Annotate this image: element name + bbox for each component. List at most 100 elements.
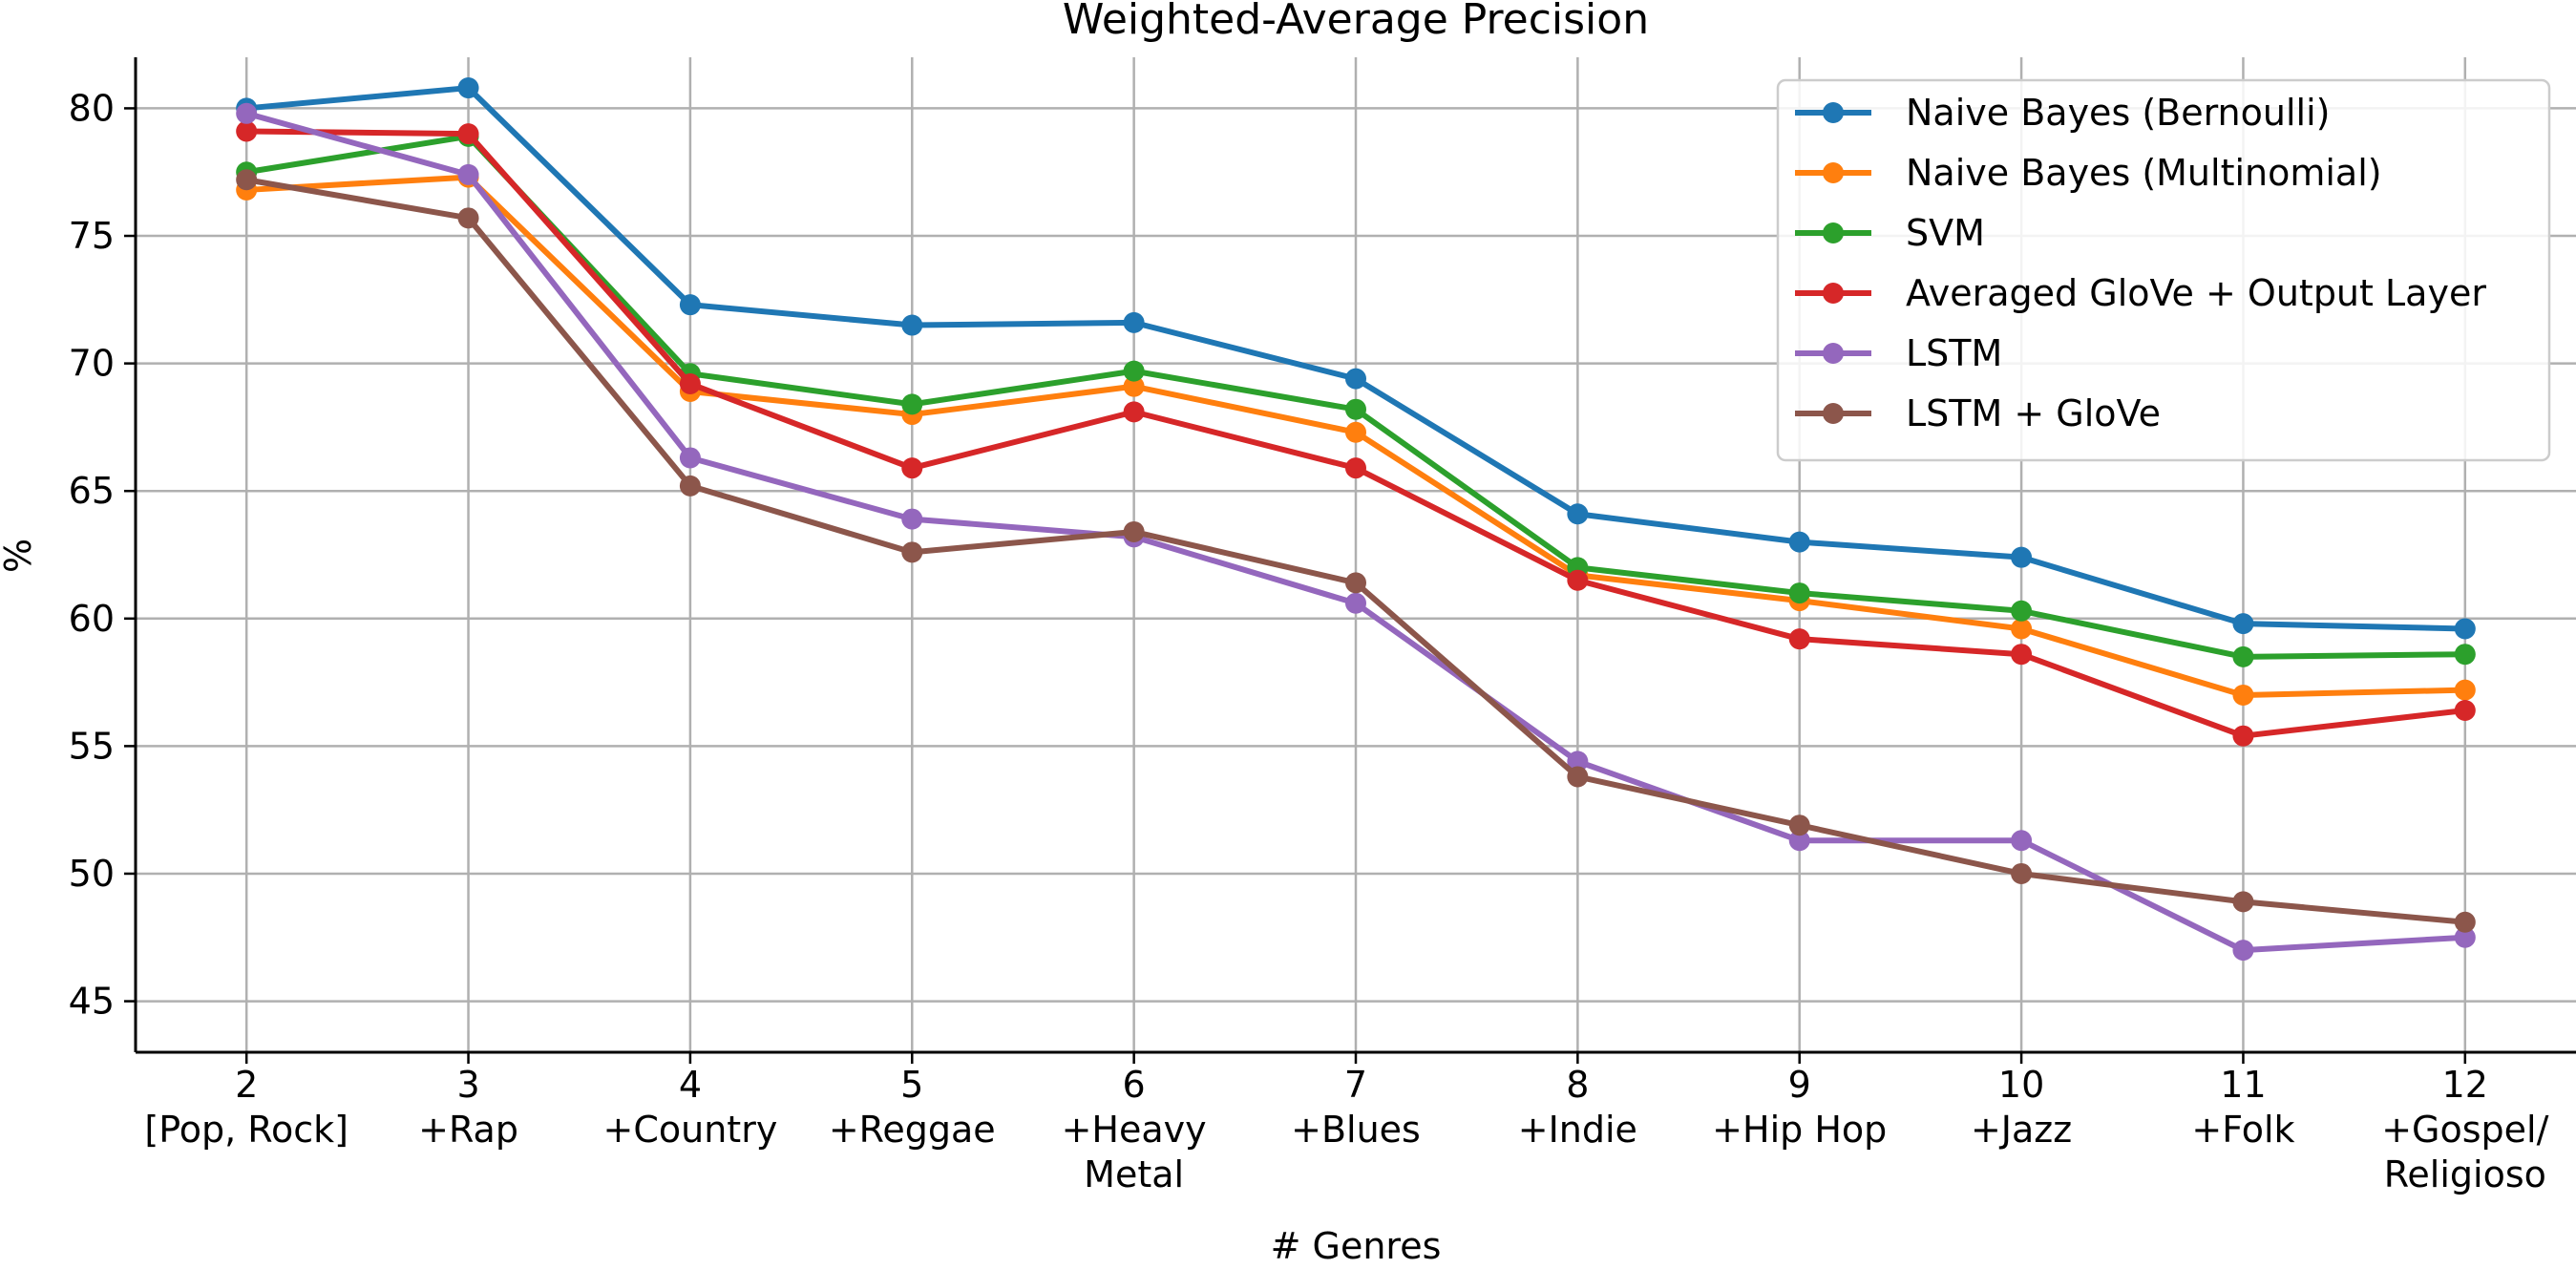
legend-item: Averaged GloVe + Output Layer	[1795, 272, 2486, 314]
data-point	[236, 120, 258, 142]
y-tick-label: 80	[69, 87, 115, 129]
data-point	[679, 475, 701, 497]
data-point	[901, 541, 923, 563]
data-point	[1345, 457, 1366, 479]
x-tick-label: 10 +Jazz	[1971, 1064, 2072, 1151]
data-point	[679, 372, 701, 394]
data-point	[1567, 766, 1589, 788]
data-point	[1123, 520, 1145, 542]
data-point	[1788, 830, 1810, 852]
data-point	[2454, 911, 2476, 933]
data-point	[457, 207, 479, 229]
data-point	[1123, 311, 1145, 333]
x-axis-ticks: 2 [Pop, Rock] 3 +Rap 4 +Country 5 +Reggae 6 +Heav…	[144, 1052, 2549, 1195]
data-point	[236, 169, 258, 191]
legend-label: Naive Bayes (Bernoulli)	[1906, 92, 2330, 134]
data-point	[457, 163, 479, 185]
data-point	[1788, 582, 1810, 604]
series-3	[236, 120, 2476, 747]
data-point	[1567, 503, 1589, 525]
series-group	[236, 77, 2476, 962]
data-point	[2454, 926, 2476, 948]
y-axis-ticks: 45 50 55 60 65 70 75 80	[69, 87, 136, 1023]
x-tick-label: 4 +Country	[603, 1064, 778, 1151]
data-point	[901, 457, 923, 479]
legend-label: SVM	[1906, 212, 1985, 254]
series-4	[236, 102, 2476, 962]
data-point	[2454, 618, 2476, 640]
data-point	[2011, 600, 2033, 622]
data-point	[1345, 572, 1366, 594]
legend-label: LSTM + GloVe	[1906, 392, 2161, 434]
data-point	[2232, 613, 2254, 635]
data-point	[1345, 421, 1366, 443]
chart-title: Weighted-Average Precision	[1063, 0, 1649, 44]
data-point	[1123, 360, 1145, 382]
y-tick-label: 65	[69, 470, 115, 512]
y-tick-label: 75	[69, 215, 115, 257]
legend-swatch-marker	[1823, 403, 1844, 424]
data-point	[901, 508, 923, 530]
data-point	[2011, 618, 2033, 640]
data-point	[2232, 645, 2254, 667]
data-point	[1788, 814, 1810, 836]
legend-item: LSTM + GloVe	[1795, 392, 2161, 434]
data-point	[2232, 725, 2254, 747]
legend-label: LSTM	[1906, 332, 2002, 374]
data-point	[679, 447, 701, 469]
data-point	[1567, 569, 1589, 591]
x-tick-label: 7 +Blues	[1291, 1064, 1421, 1151]
data-point	[1788, 628, 1810, 650]
data-point	[236, 102, 258, 124]
series-5	[236, 169, 2476, 933]
y-tick-label: 45	[69, 981, 115, 1023]
data-point	[2232, 891, 2254, 913]
x-tick-label: 2 [Pop, Rock]	[144, 1064, 348, 1151]
data-point	[2011, 546, 2033, 568]
legend-swatch-marker	[1823, 162, 1844, 183]
data-point	[901, 393, 923, 415]
y-tick-label: 50	[69, 853, 115, 895]
legend-swatch-marker	[1823, 283, 1844, 304]
legend-label: Averaged GloVe + Output Layer	[1906, 272, 2486, 314]
legend-box	[1776, 78, 2551, 462]
data-point	[457, 123, 479, 145]
data-point	[2011, 830, 2033, 852]
data-point	[2011, 862, 2033, 884]
data-point	[1345, 368, 1366, 390]
x-axis-label: # Genres	[1271, 1225, 1442, 1267]
x-tick-label: 12 +Gospel/Religioso	[2381, 1064, 2548, 1195]
legend-item: Naive Bayes (Bernoulli)	[1795, 92, 2330, 134]
data-point	[1123, 375, 1145, 397]
x-tick-label: 11 +Folk	[2191, 1064, 2294, 1151]
data-point	[1788, 531, 1810, 553]
x-tick-label: 3 +Rap	[418, 1064, 518, 1151]
y-axis-label: %	[0, 539, 39, 573]
y-tick-label: 70	[69, 343, 115, 385]
x-tick-label: 6 +Heavy Metal	[1062, 1064, 1207, 1195]
data-point	[2454, 699, 2476, 721]
legend-label: Naive Bayes (Multinomial)	[1906, 152, 2382, 194]
data-point	[1123, 401, 1145, 423]
x-tick-label: 8 +Indie	[1518, 1064, 1637, 1151]
data-point	[1567, 751, 1589, 772]
legend: Naive Bayes (Bernoulli) Naive Bayes (Mult…	[1776, 78, 2551, 462]
data-point	[2454, 644, 2476, 666]
legend-swatch-marker	[1823, 343, 1844, 364]
data-point	[457, 77, 479, 99]
data-point	[2232, 684, 2254, 706]
data-point	[2011, 644, 2033, 666]
legend-swatch-marker	[1823, 222, 1844, 243]
data-point	[1345, 398, 1366, 420]
data-point	[1345, 592, 1366, 614]
data-point	[2454, 679, 2476, 701]
legend-item: LSTM	[1795, 332, 2002, 374]
legend-item: SVM	[1795, 212, 1985, 254]
x-tick-label: 5 +Reggae	[829, 1064, 996, 1151]
y-tick-label: 55	[69, 725, 115, 767]
legend-item: Naive Bayes (Multinomial)	[1795, 152, 2382, 194]
data-point	[2232, 940, 2254, 962]
legend-swatch-marker	[1823, 102, 1844, 123]
y-tick-label: 60	[69, 598, 115, 640]
